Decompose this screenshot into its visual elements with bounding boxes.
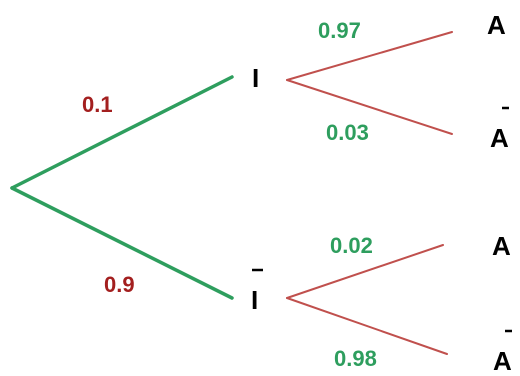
- branch-I-to-A: [286, 31, 453, 81]
- node-A-bar-top: A: [490, 123, 509, 153]
- prob-A-bar-given-I-label: 0.03: [326, 120, 369, 145]
- prob-A-given-I-label: 0.97: [318, 18, 361, 43]
- node-A-bar-bottom: A: [493, 346, 512, 376]
- node-A-top: A: [487, 10, 506, 40]
- node-A-bottom: A: [492, 231, 511, 261]
- branch-I-bar-to-A-bar: [286, 297, 448, 355]
- prob-I-bar-label: 0.9: [104, 272, 135, 297]
- prob-I-label: 0.1: [82, 92, 113, 117]
- branch-root-to-I: [10, 75, 234, 190]
- branch-I-to-A-bar: [286, 79, 453, 135]
- node-I: I: [252, 63, 259, 93]
- branch-I-bar-to-A: [286, 244, 444, 299]
- branch-root-to-I-bar: [10, 186, 234, 300]
- node-I-bar: I: [251, 285, 258, 315]
- prob-A-given-I-bar-label: 0.02: [330, 233, 373, 258]
- prob-A-bar-given-I-bar-label: 0.98: [334, 346, 377, 371]
